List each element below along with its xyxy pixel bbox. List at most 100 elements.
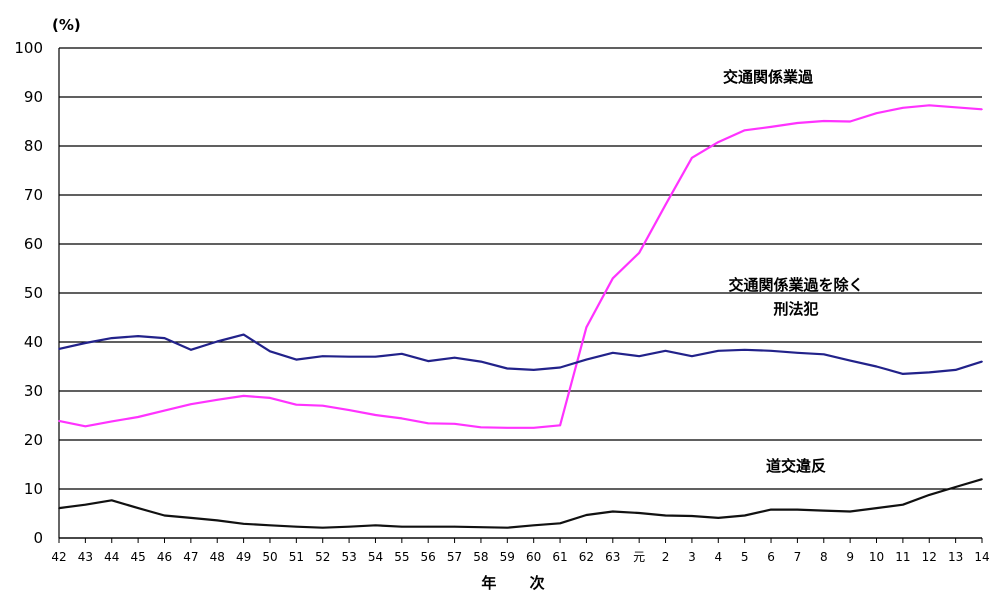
- y-tick-label: 100: [14, 39, 43, 57]
- data-point: [427, 525, 430, 528]
- data-point: [58, 507, 60, 509]
- x-tick-label: 61: [552, 550, 567, 564]
- data-point: [875, 112, 878, 114]
- data-point: [638, 512, 640, 514]
- data-point: [691, 156, 693, 159]
- y-tick-label: 30: [24, 382, 43, 400]
- data-point: [612, 351, 614, 354]
- data-point: [110, 499, 113, 502]
- data-point: [348, 409, 350, 411]
- data-point: [717, 517, 720, 519]
- data-point: [84, 425, 87, 428]
- data-point: [664, 204, 667, 206]
- data-point: [348, 525, 350, 528]
- data-point: [269, 350, 271, 353]
- data-point: [295, 358, 298, 361]
- data-point: [216, 340, 219, 343]
- data-point: [770, 508, 772, 511]
- x-tick-label: 元: [633, 550, 645, 564]
- data-point: [954, 369, 957, 371]
- data-point: [822, 353, 825, 356]
- data-point: [612, 510, 614, 513]
- data-point: [58, 348, 60, 350]
- data-point: [137, 507, 139, 509]
- series-line-3: [58, 478, 983, 529]
- data-point: [348, 355, 350, 358]
- x-tick-label: 48: [210, 550, 225, 564]
- data-point: [612, 277, 614, 280]
- data-point: [216, 399, 219, 401]
- data-point: [506, 367, 509, 370]
- x-tick-label: 50: [262, 550, 277, 564]
- data-point: [427, 422, 430, 425]
- x-tick-label: 2: [662, 550, 670, 564]
- data-point: [269, 397, 271, 399]
- data-point: [295, 403, 298, 406]
- data-point: [559, 522, 561, 525]
- data-point: [532, 524, 535, 527]
- series-annotation: 交通関係業過: [723, 68, 814, 86]
- x-tick-label: 46: [157, 550, 172, 564]
- axes: [58, 48, 983, 543]
- grid: [59, 47, 982, 539]
- data-point: [110, 337, 113, 339]
- data-point: [58, 420, 60, 422]
- data-point: [849, 359, 851, 362]
- data-point: [585, 326, 588, 329]
- data-point: [163, 514, 166, 517]
- data-point: [401, 525, 403, 528]
- data-point: [453, 423, 456, 425]
- data-point: [269, 524, 271, 527]
- data-point: [532, 369, 535, 371]
- data-point: [638, 355, 640, 358]
- x-tick-label: 8: [820, 550, 828, 564]
- data-point: [216, 519, 219, 522]
- x-tick-label: 5: [741, 550, 749, 564]
- data-point: [84, 342, 87, 344]
- series-annotation: 交通関係業過を除く: [728, 276, 863, 294]
- series: [58, 104, 983, 529]
- x-tick-label: 57: [447, 550, 462, 564]
- data-point: [664, 350, 667, 352]
- data-point: [981, 478, 983, 481]
- data-point: [427, 360, 430, 362]
- x-tick-label: 62: [579, 550, 594, 564]
- x-tick-label: 4: [714, 550, 722, 564]
- y-tick-label: 10: [24, 480, 43, 498]
- x-tick-label: 6: [767, 550, 775, 564]
- x-tick-label: 10: [869, 550, 884, 564]
- data-point: [638, 252, 640, 254]
- data-point: [506, 426, 509, 429]
- x-tick-label: 7: [794, 550, 802, 564]
- x-tick-label: 12: [922, 550, 937, 564]
- data-point: [743, 514, 746, 517]
- data-point: [559, 424, 561, 427]
- x-tick-label: 53: [341, 550, 356, 564]
- data-point: [981, 360, 983, 363]
- data-point: [374, 414, 377, 416]
- data-point: [190, 403, 192, 406]
- x-tick-label: 44: [104, 550, 119, 564]
- x-tick-label: 63: [605, 550, 620, 564]
- y-tick-label: 90: [24, 88, 43, 106]
- data-point: [559, 366, 561, 369]
- x-tick-label: 43: [78, 550, 93, 564]
- series-annotation: 道交違反: [766, 457, 826, 475]
- data-point: [453, 525, 456, 528]
- y-tick-label: 60: [24, 235, 43, 253]
- data-point: [242, 333, 245, 336]
- data-point: [295, 525, 298, 528]
- data-point: [110, 420, 113, 423]
- data-point: [321, 404, 324, 407]
- data-point: [954, 106, 957, 109]
- data-point: [480, 360, 482, 363]
- data-point: [480, 526, 482, 529]
- x-tick-label: 45: [130, 550, 145, 564]
- data-point: [84, 503, 87, 506]
- series-line-2: [58, 333, 983, 375]
- data-point: [163, 409, 166, 412]
- data-point: [849, 120, 851, 123]
- data-point: [585, 514, 588, 516]
